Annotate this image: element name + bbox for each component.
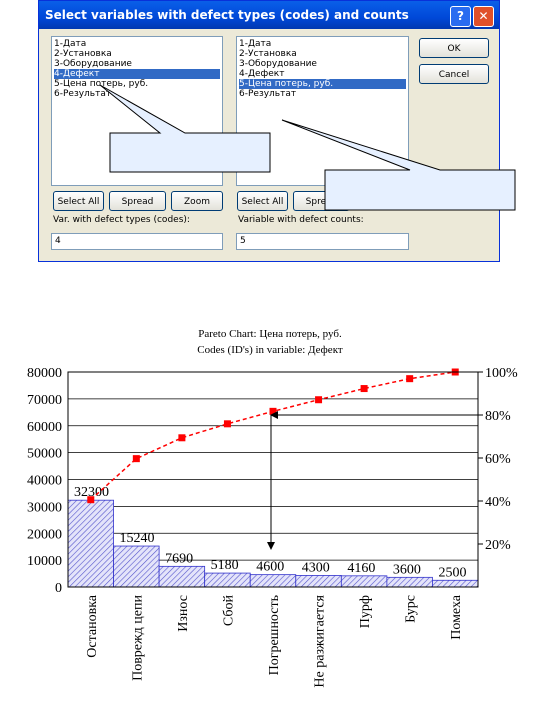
x-tick-label: Поврежд цепи <box>130 594 145 680</box>
y-tick-label: 80000 <box>27 366 62 381</box>
data-label: 4300 <box>302 560 330 575</box>
list-item[interactable]: 5-Цена потерь, руб. <box>239 79 406 89</box>
line-marker <box>406 375 414 383</box>
y2-tick-label: 20% <box>485 538 511 553</box>
data-label: 7690 <box>165 551 193 566</box>
button[interactable]: Select All <box>237 191 288 211</box>
bar <box>295 575 342 588</box>
data-label: 5180 <box>211 558 239 573</box>
title-bar: Select variables with defect types (code… <box>39 1 499 29</box>
data-label: 32300 <box>74 485 109 500</box>
x-tick-label: Помеха <box>449 594 464 640</box>
close-button[interactable]: ✕ <box>473 6 494 27</box>
list-item[interactable]: 5-Цена потерь, руб. <box>54 79 149 89</box>
list-item[interactable]: 2-Установка <box>54 49 112 59</box>
list-item[interactable]: 1-Дата <box>54 39 87 49</box>
callout <box>99 84 271 173</box>
chart-subtitle: Codes (ID's) in variable: Дефект <box>197 344 343 356</box>
y2-tick-label: 40% <box>485 495 511 510</box>
x-tick-label: Бурс <box>404 595 419 623</box>
y-tick-label: 40000 <box>27 474 62 489</box>
y-tick-label: 10000 <box>27 554 62 569</box>
list-item[interactable]: 4-Дефект <box>239 69 285 79</box>
button[interactable]: Zoom <box>171 191 223 211</box>
cancel-button[interactable]: Cancel <box>419 64 489 84</box>
line-marker <box>132 455 140 463</box>
callout <box>281 119 516 211</box>
y2-tick-label: 100% <box>485 366 518 381</box>
left-label: Var. with defect types (codes): <box>53 215 190 225</box>
line-marker <box>178 434 186 442</box>
right-label: Variable with defect counts: <box>238 215 364 225</box>
data-label: 2500 <box>438 565 466 580</box>
right-input[interactable]: 5 <box>236 233 409 250</box>
x-tick-label: Сбой <box>221 594 236 626</box>
line-marker <box>360 385 368 393</box>
callouts <box>99 84 516 211</box>
list-item[interactable]: 6-Результат <box>239 89 297 99</box>
y2-tick-label: 80% <box>485 409 511 424</box>
chart-title: Pareto Chart: Цена потерь, руб. <box>198 328 342 340</box>
bar <box>249 574 297 588</box>
button[interactable]: Select All <box>53 191 104 211</box>
bar <box>113 545 160 588</box>
list-item[interactable]: 3-Оборудование <box>54 59 132 69</box>
y-tick-label: 30000 <box>27 500 62 515</box>
y-tick-label: 20000 <box>27 527 62 542</box>
x-tick-label: Пурф <box>358 595 373 628</box>
ok-button[interactable]: OK <box>419 38 489 58</box>
line-marker <box>315 396 323 404</box>
list-item[interactable]: 3-Оборудование <box>239 59 317 69</box>
y-tick-label: 60000 <box>27 420 62 435</box>
left-input[interactable]: 4 <box>51 233 223 250</box>
bar <box>340 575 388 588</box>
line-marker <box>87 496 95 504</box>
data-label: 3600 <box>393 562 421 577</box>
bar <box>432 579 479 588</box>
y-tick-label: 50000 <box>27 447 62 462</box>
line-marker <box>269 407 277 415</box>
list-item[interactable]: 1-Дата <box>239 39 272 49</box>
y-tick-label: 0 <box>55 581 62 596</box>
line-marker <box>223 420 231 428</box>
plot-frame <box>67 371 479 588</box>
list-item[interactable]: 4-Дефект <box>54 69 220 79</box>
button[interactable]: Spread <box>109 191 166 211</box>
bar <box>386 576 433 588</box>
cumulative-line <box>90 371 456 501</box>
bar <box>158 565 206 588</box>
bar <box>67 499 114 588</box>
y2-tick-label: 60% <box>485 452 511 467</box>
data-label: 4160 <box>347 561 375 576</box>
list-item[interactable]: 2-Установка <box>239 49 297 59</box>
chart: Pareto Chart: Цена потерь, руб. Codes (I… <box>27 328 518 688</box>
bar <box>204 572 251 588</box>
x-tick-label: Не разжигается <box>313 594 328 687</box>
x-tick-label: Износ <box>176 595 191 632</box>
list-item[interactable]: 6-Результат <box>54 89 112 99</box>
help-button[interactable]: ? <box>450 6 471 27</box>
x-tick-label: Погрешность <box>267 595 282 675</box>
y-tick-label: 70000 <box>27 393 62 408</box>
x-tick-label: Остановка <box>85 594 100 658</box>
dialog-title: Select variables with defect types (code… <box>45 8 409 22</box>
data-label: 4600 <box>256 560 284 575</box>
data-label: 15240 <box>120 531 155 546</box>
